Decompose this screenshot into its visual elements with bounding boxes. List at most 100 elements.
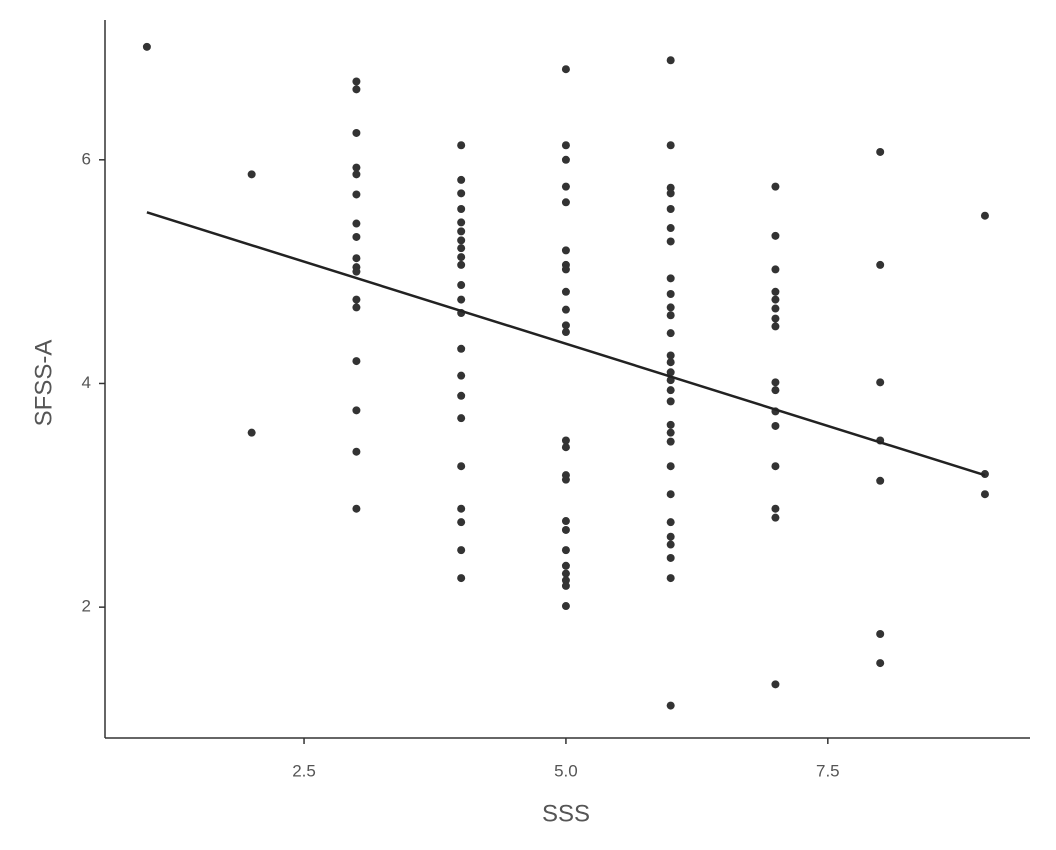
point: [457, 504, 466, 513]
point: [771, 265, 780, 274]
point: [352, 303, 361, 312]
y-tick-label: 6: [82, 149, 91, 168]
point: [876, 629, 885, 638]
point: [771, 231, 780, 240]
point: [457, 391, 466, 400]
point: [666, 397, 675, 406]
point: [666, 368, 675, 377]
point: [666, 141, 675, 150]
point: [352, 219, 361, 228]
point: [561, 436, 570, 445]
point: [666, 274, 675, 283]
point: [666, 189, 675, 198]
point: [352, 447, 361, 456]
point: [457, 518, 466, 527]
x-tick-label: 5.0: [554, 761, 578, 780]
point: [771, 295, 780, 304]
point: [666, 303, 675, 312]
point: [980, 211, 989, 220]
point: [561, 265, 570, 274]
point: [666, 420, 675, 429]
point: [771, 378, 780, 387]
point: [771, 314, 780, 323]
point: [457, 260, 466, 269]
point: [876, 659, 885, 668]
point: [561, 576, 570, 585]
point: [666, 532, 675, 541]
point: [771, 386, 780, 395]
point: [561, 155, 570, 164]
point: [352, 232, 361, 241]
point: [142, 42, 151, 51]
point: [561, 182, 570, 191]
point: [457, 227, 466, 236]
point: [457, 218, 466, 227]
point: [352, 267, 361, 276]
point: [666, 518, 675, 527]
point: [352, 128, 361, 137]
point: [666, 237, 675, 246]
point: [771, 287, 780, 296]
point: [666, 56, 675, 65]
point: [457, 189, 466, 198]
point: [666, 290, 675, 299]
point: [876, 476, 885, 485]
point: [457, 371, 466, 380]
point: [771, 421, 780, 430]
point: [457, 546, 466, 555]
point: [666, 553, 675, 562]
point: [352, 170, 361, 179]
point: [457, 281, 466, 290]
point: [457, 574, 466, 583]
point: [457, 205, 466, 214]
point: [666, 224, 675, 233]
point: [457, 253, 466, 262]
point: [771, 182, 780, 191]
point: [666, 701, 675, 710]
point: [352, 295, 361, 304]
point: [561, 546, 570, 555]
point: [352, 504, 361, 513]
point: [561, 475, 570, 484]
point: [457, 344, 466, 353]
point: [561, 287, 570, 296]
point: [457, 462, 466, 471]
point: [666, 540, 675, 549]
y-tick-label: 4: [82, 373, 91, 392]
point: [457, 414, 466, 423]
point: [352, 254, 361, 263]
point: [666, 351, 675, 360]
point: [666, 311, 675, 320]
point: [457, 236, 466, 245]
point: [352, 190, 361, 199]
point: [561, 246, 570, 255]
point: [247, 170, 256, 179]
point: [561, 321, 570, 330]
point: [771, 322, 780, 331]
point: [771, 304, 780, 313]
point: [666, 574, 675, 583]
point: [561, 525, 570, 534]
point: [561, 561, 570, 570]
point: [457, 244, 466, 253]
point: [352, 357, 361, 366]
point: [457, 295, 466, 304]
point: [457, 175, 466, 184]
point: [352, 77, 361, 86]
point: [561, 198, 570, 207]
fit-line: [146, 211, 986, 477]
point: [666, 329, 675, 338]
point: [666, 183, 675, 192]
point: [666, 462, 675, 471]
point: [771, 504, 780, 513]
x-tick-label: 2.5: [292, 761, 316, 780]
point: [561, 581, 570, 590]
point: [666, 358, 675, 367]
point: [876, 260, 885, 269]
point: [561, 305, 570, 314]
point: [352, 406, 361, 415]
point: [771, 680, 780, 689]
point: [666, 205, 675, 214]
point: [247, 428, 256, 437]
